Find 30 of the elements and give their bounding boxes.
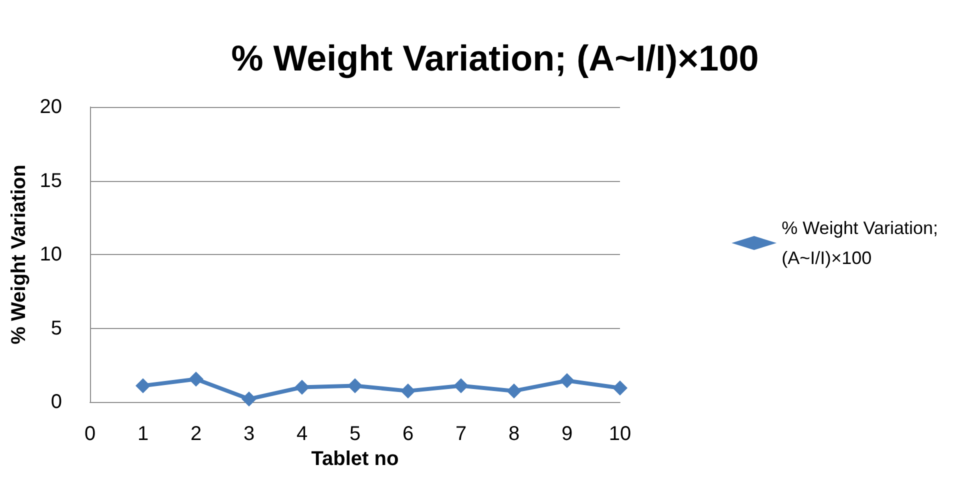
x-tick-label: 2 <box>190 423 202 445</box>
point <box>242 392 256 407</box>
point <box>136 378 150 394</box>
y-tick-label: 20 <box>40 96 62 118</box>
y-axis-title: % Weight Variation <box>8 164 30 344</box>
x-tick-label: 8 <box>508 423 520 445</box>
y-tick-label: 5 <box>50 317 62 340</box>
point <box>560 373 574 388</box>
x-tick-label: 10 <box>608 423 632 445</box>
x-tick-label: 9 <box>561 423 573 445</box>
x-tick-label: 5 <box>349 423 361 445</box>
point <box>348 378 362 394</box>
y-tick-label: 0 <box>50 391 62 413</box>
x-tick-label: 0 <box>84 423 96 445</box>
chart-title: % Weight Variation; (A~I/I)×100 <box>231 38 759 78</box>
y-tick-label: 15 <box>40 170 62 192</box>
x-tick-label: 4 <box>296 423 308 445</box>
point <box>400 383 416 398</box>
x-tick-label: 7 <box>455 423 467 445</box>
point <box>506 383 522 398</box>
point <box>454 378 468 394</box>
x-tick-label: 6 <box>402 423 414 445</box>
point <box>612 380 628 396</box>
x-tick-label: 3 <box>243 423 255 445</box>
x-tick-label: 1 <box>137 423 149 445</box>
legend-label: % Weight Variation; (A~I/I)×100 <box>782 218 938 268</box>
y-tick-label: 10 <box>40 244 62 266</box>
point <box>294 380 310 395</box>
point <box>188 372 204 387</box>
x-axis-title: Tablet no <box>311 448 399 470</box>
